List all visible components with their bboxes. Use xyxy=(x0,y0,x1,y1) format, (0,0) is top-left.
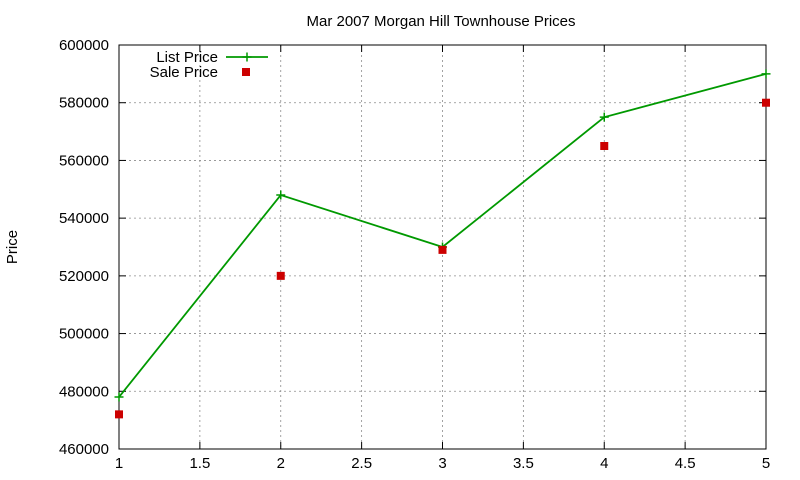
data-point xyxy=(762,98,770,107)
data-point xyxy=(599,112,609,122)
y-tick-label: 460000 xyxy=(59,441,109,458)
legend-marker-sale-price xyxy=(242,68,250,76)
legend-marker-list-price xyxy=(242,52,252,62)
x-tick-label: 2.5 xyxy=(351,455,372,472)
legend-label-sale-price: Sale Price xyxy=(150,64,218,81)
y-tick-label: 600000 xyxy=(59,37,109,54)
axis-ticks: 1 1.5 2 2.5 3 3.5 4 4.5 5 460000 480000 500000 52000… xyxy=(59,37,770,472)
x-tick-label: 1.5 xyxy=(189,455,210,472)
y-tick-label: 480000 xyxy=(59,383,109,400)
data-point xyxy=(600,142,609,150)
legend-label-list-price: List Price xyxy=(156,49,218,66)
y-tick-label: 580000 xyxy=(59,95,109,112)
y-tick-label: 500000 xyxy=(59,326,109,343)
data-series xyxy=(114,69,771,419)
y-tick-label: 560000 xyxy=(59,152,109,169)
x-tick-label: 3 xyxy=(438,455,446,472)
legend-key-list-price xyxy=(226,52,268,62)
x-tick-label: 1 xyxy=(115,455,123,472)
data-point xyxy=(276,271,285,280)
x-tick-label: 3.5 xyxy=(513,455,534,472)
data-point xyxy=(438,245,447,254)
y-tick-label: 520000 xyxy=(59,268,109,285)
x-tick-label: 2 xyxy=(277,455,285,472)
chart-title: Mar 2007 Morgan Hill Townhouse Prices xyxy=(306,13,575,30)
data-point xyxy=(115,410,123,419)
y-axis-label: Price xyxy=(4,230,21,264)
x-tick-label: 4.5 xyxy=(675,455,696,472)
series-sale-price xyxy=(115,98,770,419)
data-point xyxy=(761,69,771,79)
x-tick-label: 5 xyxy=(762,455,770,472)
legend: List Price Sale Price xyxy=(150,49,268,81)
data-point xyxy=(276,190,286,200)
x-tick-label: 4 xyxy=(600,455,608,472)
data-point xyxy=(114,392,124,402)
y-tick-label: 540000 xyxy=(59,210,109,227)
legend-key-sale-price xyxy=(242,68,250,76)
